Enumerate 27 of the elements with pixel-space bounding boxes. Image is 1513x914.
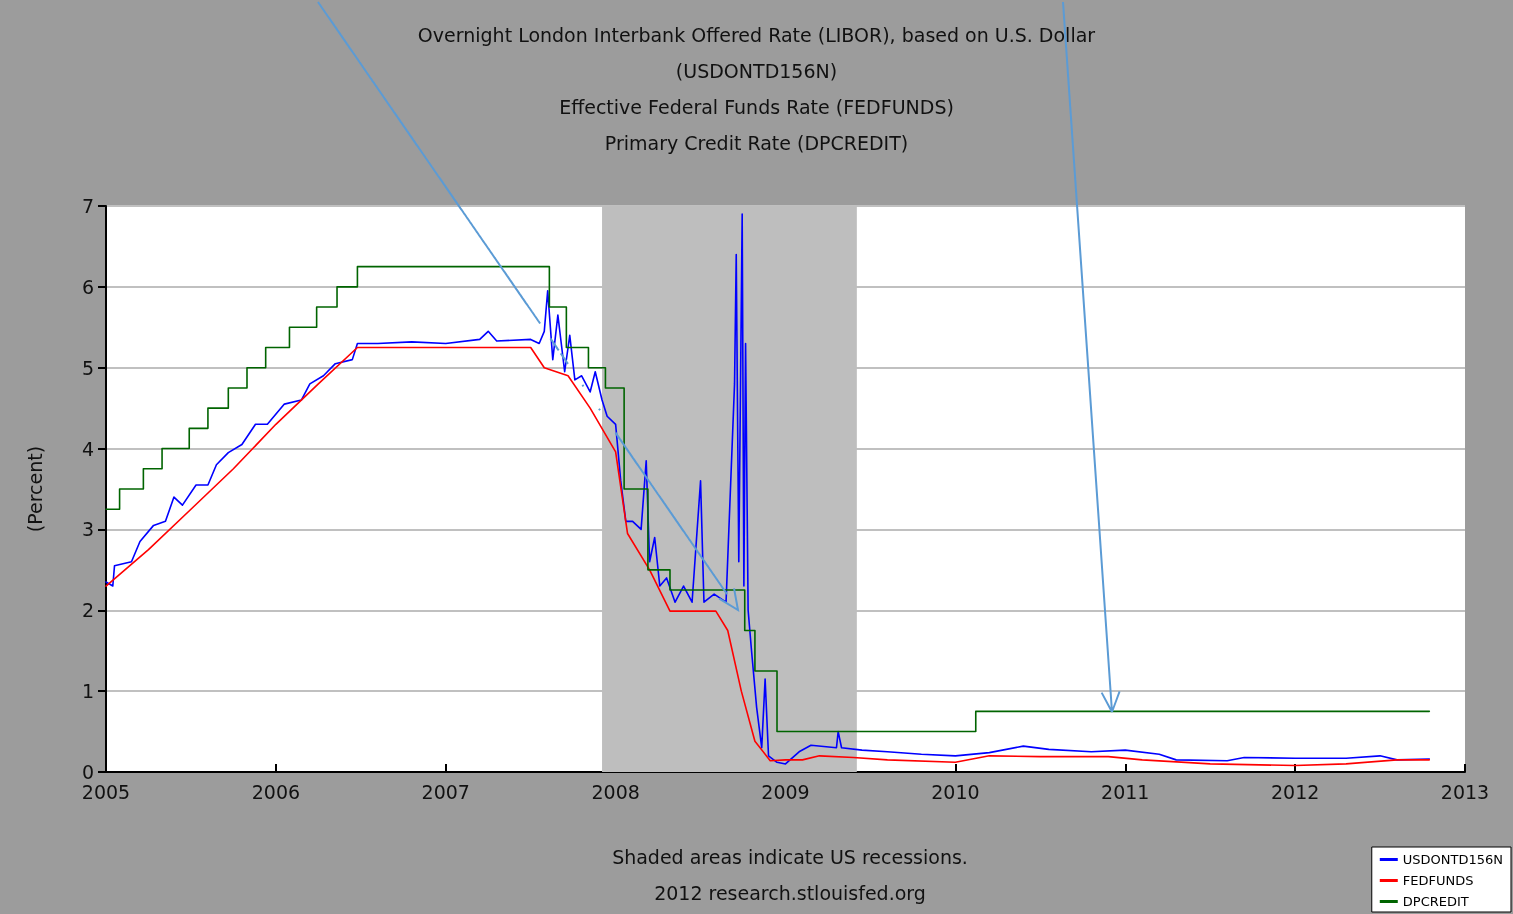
y-axis-title: (Percent) (23, 445, 46, 533)
line-series (105, 346, 1431, 767)
chart-subtitle: Effective Federal Funds Rate (FEDFUNDS) Primary Credit Rate (DPCREDIT) (559, 96, 954, 154)
text: 2012 research.stlouisfed.org (654, 882, 926, 904)
x-tick-label: 2012 (1270, 780, 1320, 803)
y-tick-label: 7 (81, 195, 94, 217)
legend-label: USDONTD156N (1402, 852, 1504, 867)
x-tick-label: 2011 (1101, 780, 1150, 803)
x-tick-label: 2013 (1440, 780, 1490, 803)
legend-label: FEDFUNDS (1402, 873, 1474, 888)
x-tick-label: 2007 (421, 780, 470, 803)
y-tick-label: 5 (81, 356, 94, 379)
x-tick-label: 2006 (251, 780, 301, 803)
y-tick-label: 6 (81, 275, 94, 298)
x-tick-label: 2005 (81, 780, 131, 803)
y-tick-label: 3 (81, 518, 94, 541)
y-tick-label: 4 (81, 437, 94, 460)
x-tick-label: 2009 (761, 780, 810, 803)
chart-title: Overnight London Interbank Offered Rate (LIBOR), based on U.S. Dollar (USDONTD156N) (417, 24, 1096, 82)
y-tick-label: 1 (81, 680, 94, 703)
y-tick-label: 2 (81, 599, 94, 622)
x-tick-label: 2010 (931, 780, 980, 803)
line-series (105, 213, 1431, 765)
x-tick-label: 2008 (591, 780, 640, 803)
text: Shaded areas indicate US recessions. (612, 846, 968, 868)
legend-label: DPCREDIT (1402, 894, 1469, 909)
y-tick-label: 0 (81, 761, 94, 783)
